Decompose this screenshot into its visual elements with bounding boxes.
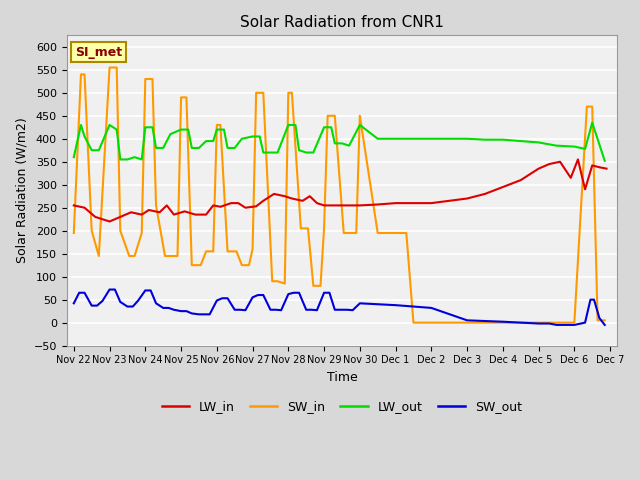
LW_in xyxy=(588,163,596,168)
LW_in xyxy=(227,200,235,206)
LW_out xyxy=(328,124,335,130)
LW_in xyxy=(499,184,507,190)
LW_in xyxy=(349,203,356,208)
LW_out xyxy=(356,122,364,128)
LW_in xyxy=(163,203,171,208)
SW_in xyxy=(410,320,417,325)
SW_out xyxy=(70,300,77,306)
LW_out xyxy=(601,158,609,164)
LW_in xyxy=(320,203,328,208)
LW_in xyxy=(574,156,582,162)
X-axis label: Time: Time xyxy=(326,371,357,384)
Line: LW_in: LW_in xyxy=(74,159,607,221)
SW_in xyxy=(113,65,120,71)
SW_out xyxy=(601,322,609,328)
LW_in xyxy=(392,200,399,206)
Text: SI_met: SI_met xyxy=(75,46,122,59)
LW_in xyxy=(180,208,188,214)
LW_out xyxy=(588,120,596,126)
Line: LW_out: LW_out xyxy=(74,123,605,161)
LW_out xyxy=(70,154,77,160)
Line: SW_in: SW_in xyxy=(74,68,605,323)
SW_out xyxy=(188,311,196,316)
SW_in xyxy=(535,320,543,325)
LW_in xyxy=(209,203,217,208)
LW_in xyxy=(356,203,364,208)
SW_in xyxy=(304,226,312,231)
LW_out xyxy=(570,144,578,149)
LW_in xyxy=(127,209,135,215)
LW_in xyxy=(138,212,145,217)
LW_in xyxy=(581,186,589,192)
SW_out xyxy=(241,307,249,313)
SW_out xyxy=(590,297,598,302)
LW_in xyxy=(145,207,153,213)
LW_in xyxy=(374,202,381,207)
LW_in xyxy=(603,166,611,171)
SW_in xyxy=(177,95,185,100)
LW_in xyxy=(299,198,307,204)
LW_in xyxy=(170,212,178,217)
Y-axis label: Solar Radiation (W/m2): Solar Radiation (W/m2) xyxy=(15,118,28,264)
SW_in xyxy=(152,203,160,208)
LW_in xyxy=(234,200,242,206)
LW_in xyxy=(428,200,435,206)
LW_in xyxy=(288,196,296,202)
LW_in xyxy=(445,198,453,204)
LW_in xyxy=(463,196,471,202)
LW_in xyxy=(556,159,564,165)
Legend: LW_in, SW_in, LW_out, SW_out: LW_in, SW_in, LW_out, SW_out xyxy=(157,396,527,418)
SW_out xyxy=(164,305,172,311)
SW_out xyxy=(106,287,113,292)
LW_in xyxy=(156,209,163,215)
LW_in xyxy=(545,161,553,167)
SW_in xyxy=(259,90,267,96)
LW_in xyxy=(338,203,346,208)
LW_in xyxy=(410,200,417,206)
SW_in xyxy=(601,317,609,323)
LW_in xyxy=(596,164,604,170)
LW_in xyxy=(70,203,77,208)
LW_in xyxy=(517,177,525,183)
LW_in xyxy=(306,193,314,199)
LW_in xyxy=(259,198,267,204)
LW_out xyxy=(463,136,471,142)
Title: Solar Radiation from CNR1: Solar Radiation from CNR1 xyxy=(240,15,444,30)
Line: SW_out: SW_out xyxy=(74,289,605,325)
LW_out xyxy=(152,145,160,151)
SW_out xyxy=(552,322,560,328)
LW_in xyxy=(313,200,321,206)
LW_in xyxy=(81,205,88,211)
SW_out xyxy=(277,307,285,313)
SW_out xyxy=(545,321,553,326)
LW_in xyxy=(281,193,289,199)
LW_in xyxy=(191,212,199,217)
LW_out xyxy=(159,145,167,151)
LW_in xyxy=(331,203,339,208)
LW_in xyxy=(106,218,113,224)
SW_in xyxy=(106,65,113,71)
SW_in xyxy=(70,230,77,236)
LW_in xyxy=(202,212,210,217)
LW_in xyxy=(116,214,124,220)
LW_in xyxy=(481,191,489,197)
LW_in xyxy=(252,204,260,209)
LW_in xyxy=(567,175,575,180)
LW_in xyxy=(270,191,278,197)
LW_in xyxy=(241,205,249,211)
LW_in xyxy=(216,204,224,210)
LW_in xyxy=(92,214,99,220)
LW_in xyxy=(535,166,543,171)
